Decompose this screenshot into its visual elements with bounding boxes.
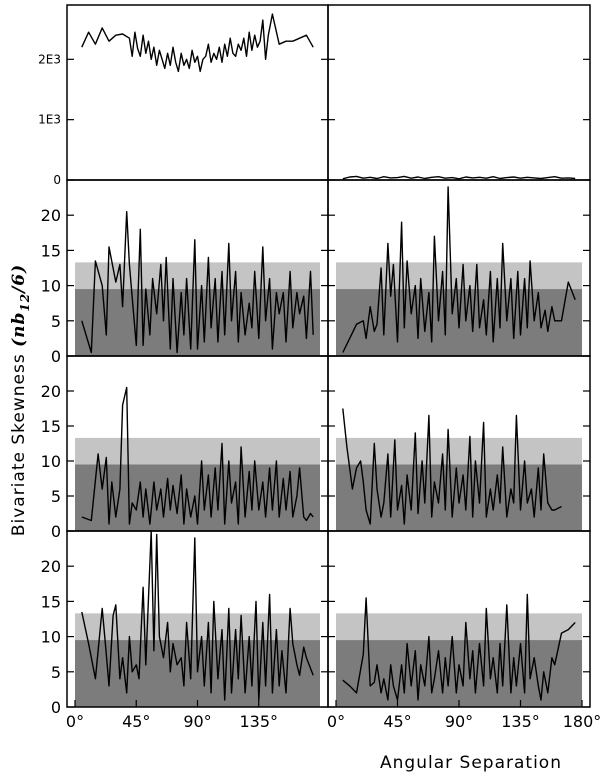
y-tick-label: 15 [41, 417, 61, 436]
panel-row2-right [327, 179, 591, 357]
y-axis-title-math: (nb [9, 312, 29, 347]
x-tick-label: 135° [239, 712, 278, 731]
y-tick-label: 20 [41, 382, 61, 401]
y-tick-label: 15 [41, 241, 61, 260]
series-line [342, 408, 562, 525]
y-tick-label: 20 [41, 557, 61, 576]
x-tick-label: 0° [327, 712, 345, 731]
y-tick-label: 20 [41, 206, 61, 225]
panel-frame [327, 4, 591, 181]
x-tick-label: 180° [563, 712, 602, 731]
y-axis-title-tail: /6) [9, 264, 29, 295]
series-line [342, 593, 576, 701]
series-line [81, 530, 314, 701]
panel-frame [66, 4, 329, 181]
x-tick-label: 0° [66, 712, 84, 731]
y-tick-label: 15 [41, 592, 61, 611]
panel-row4-left: 0 5 10 15 20 [41, 530, 329, 717]
panel-top-left: 0 1E3 2E3 [38, 4, 329, 187]
x-axis: 0° 45° 90° 135° 0° 45° 90° 135° 180° [66, 700, 601, 731]
panel-top-right [327, 4, 591, 181]
x-tick-label: 135° [501, 712, 540, 731]
y-tick-label: 10 [41, 628, 61, 647]
series-line [81, 386, 314, 525]
y-axis-title-text: Bivariate Skewness [9, 347, 29, 536]
panel-row3-left: 0 5 10 15 20 [41, 355, 329, 541]
y-tick-label: 2E3 [38, 52, 61, 66]
y-axis-title: Bivariate Skewness (nb12/6) [9, 264, 32, 536]
panel-grid: 0 1E3 2E3 0 5 10 15 20 0 5 10 15 20 0 5 10 15 20 [38, 4, 591, 717]
band-inner [336, 640, 582, 707]
y-tick-label: 10 [41, 277, 61, 296]
panel-row4-right [327, 530, 591, 708]
y-tick-label: 5 [51, 487, 61, 506]
x-tick-label: 90° [445, 712, 473, 731]
y-tick-label: 10 [41, 452, 61, 471]
y-tick-label: 0 [53, 173, 61, 187]
series-line [342, 186, 576, 353]
y-tick-label: 5 [51, 312, 61, 331]
y-tick-label: 0 [51, 698, 61, 717]
series-line [81, 13, 314, 73]
series-line [342, 175, 576, 180]
x-tick-label: 45° [122, 712, 150, 731]
y-tick-label: 0 [51, 347, 61, 366]
y-tick-label: 0 [51, 522, 61, 541]
x-axis-title: Angular Separation [380, 753, 562, 773]
series-line [81, 210, 314, 354]
y-tick-label: 5 [51, 663, 61, 682]
y-tick-label: 1E3 [38, 113, 61, 127]
x-tick-label: 45° [383, 712, 411, 731]
panel-row2-left: 0 5 10 15 20 [41, 179, 329, 366]
x-tick-label: 90° [183, 712, 211, 731]
y-axis-title-subscript: 12 [18, 293, 32, 312]
panel-row3-right [327, 355, 591, 532]
